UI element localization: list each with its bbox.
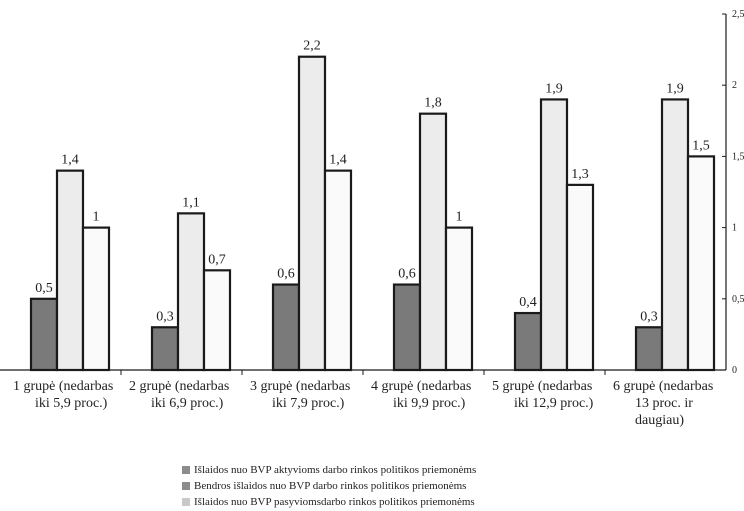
legend-swatch-active [182,466,190,474]
bar-s2-c5 [686,155,716,372]
data-label-s1-c5: 1,9 [666,81,684,96]
legend-item-total: Bendros išlaidos nuo BVP darbo rinkos po… [182,478,476,494]
bar-s2-c1 [202,269,232,372]
y-tick-label-4: 2 [732,80,737,91]
data-label-s0-c3: 0,6 [398,267,416,282]
data-label-s2-c3: 1 [456,210,463,225]
bar-s1-c1 [176,212,206,372]
data-label-s0-c5: 0,3 [640,309,658,324]
bar-s0-c2 [271,283,301,372]
category-label-1: 2 grupė (nedarbas iki 6,9 proc.) [129,379,229,411]
y-tick-label-2: 1 [732,223,737,234]
legend-label-total: Bendros išlaidos nuo BVP darbo rinkos po… [194,480,467,492]
bar-s2-c3 [444,226,474,372]
category-label-2: 3 grupė (nedarbas iki 7,9 proc.) [250,379,350,411]
bar-s1-c2 [297,55,327,372]
bar-s2-c4 [565,183,595,372]
legend-swatch-passive [182,498,190,506]
legend-item-active: Išlaidos nuo BVP aktyvioms darbo rinkos … [182,462,476,478]
data-label-s1-c2: 2,2 [303,39,321,54]
legend-label-active: Išlaidos nuo BVP aktyvioms darbo rinkos … [194,464,477,476]
data-label-s1-c3: 1,8 [424,96,442,111]
category-label-3: 4 grupė (nedarbas iki 9,9 proc.) [371,379,471,411]
data-label-s2-c5: 1,5 [692,138,710,153]
bar-s0-c5 [634,326,664,372]
category-labels-group: 1 grupė (nedarbas iki 5,9 proc.) 2 grupė (… [13,379,713,428]
data-label-s2-c4: 1,3 [571,167,589,182]
bar-s0-c4 [513,311,543,372]
data-label-s0-c4: 0,4 [519,295,537,310]
data-label-s0-c1: 0,3 [156,309,174,324]
bar-s1-c0 [55,169,85,372]
bar-s1-c5 [660,98,690,372]
data-label-s2-c2: 1,4 [329,153,347,168]
y-tick-label-5: 2,5 [732,9,744,20]
legend-label-passive: Išlaidos nuo BVP pasyviomsdarbo rinkos p… [194,496,475,508]
bar-s0-c1 [150,326,180,372]
bar-s2-c0 [81,226,111,372]
data-label-s2-c1: 0,7 [208,252,226,267]
data-label-s0-c0: 0,5 [35,281,53,296]
legend: Išlaidos nuo BVP aktyvioms darbo rinkos … [182,462,476,510]
category-label-4: 5 grupė (nedarbas iki 12,9 proc.) [492,379,594,411]
category-label-5: 6 grupė (nedarbas 13 proc. ir daugiau) [613,379,713,428]
data-label-s1-c0: 1,4 [61,153,79,168]
bar-s0-c0 [29,297,59,372]
y-tick-label-0: 0 [732,365,737,376]
data-label-s2-c0: 1 [93,210,100,225]
bar-s1-c3 [418,112,448,372]
bars-group [29,55,716,372]
legend-swatch-total [182,482,190,490]
bar-s0-c3 [392,283,422,372]
y-tick-label-3: 1,5 [732,151,744,162]
bar-s1-c4 [539,98,569,372]
data-labels-group: 0,5 0,3 0,6 0,6 0,4 0,3 1,4 1,1 2,2 1,8 1,9 1,9 1 0,7… [35,39,710,325]
legend-item-passive: Išlaidos nuo BVP pasyviomsdarbo rinkos p… [182,494,476,510]
data-label-s1-c4: 1,9 [545,81,563,96]
data-label-s0-c2: 0,6 [277,267,295,282]
bar-s2-c2 [323,169,353,372]
data-label-s1-c1: 1,1 [182,195,200,210]
y-tick-label-1: 0,5 [732,294,744,305]
category-label-0: 1 grupė (nedarbas iki 5,9 proc.) [13,379,113,411]
axes-group: 0 0,5 1 1,5 2 2,5 [0,9,744,376]
